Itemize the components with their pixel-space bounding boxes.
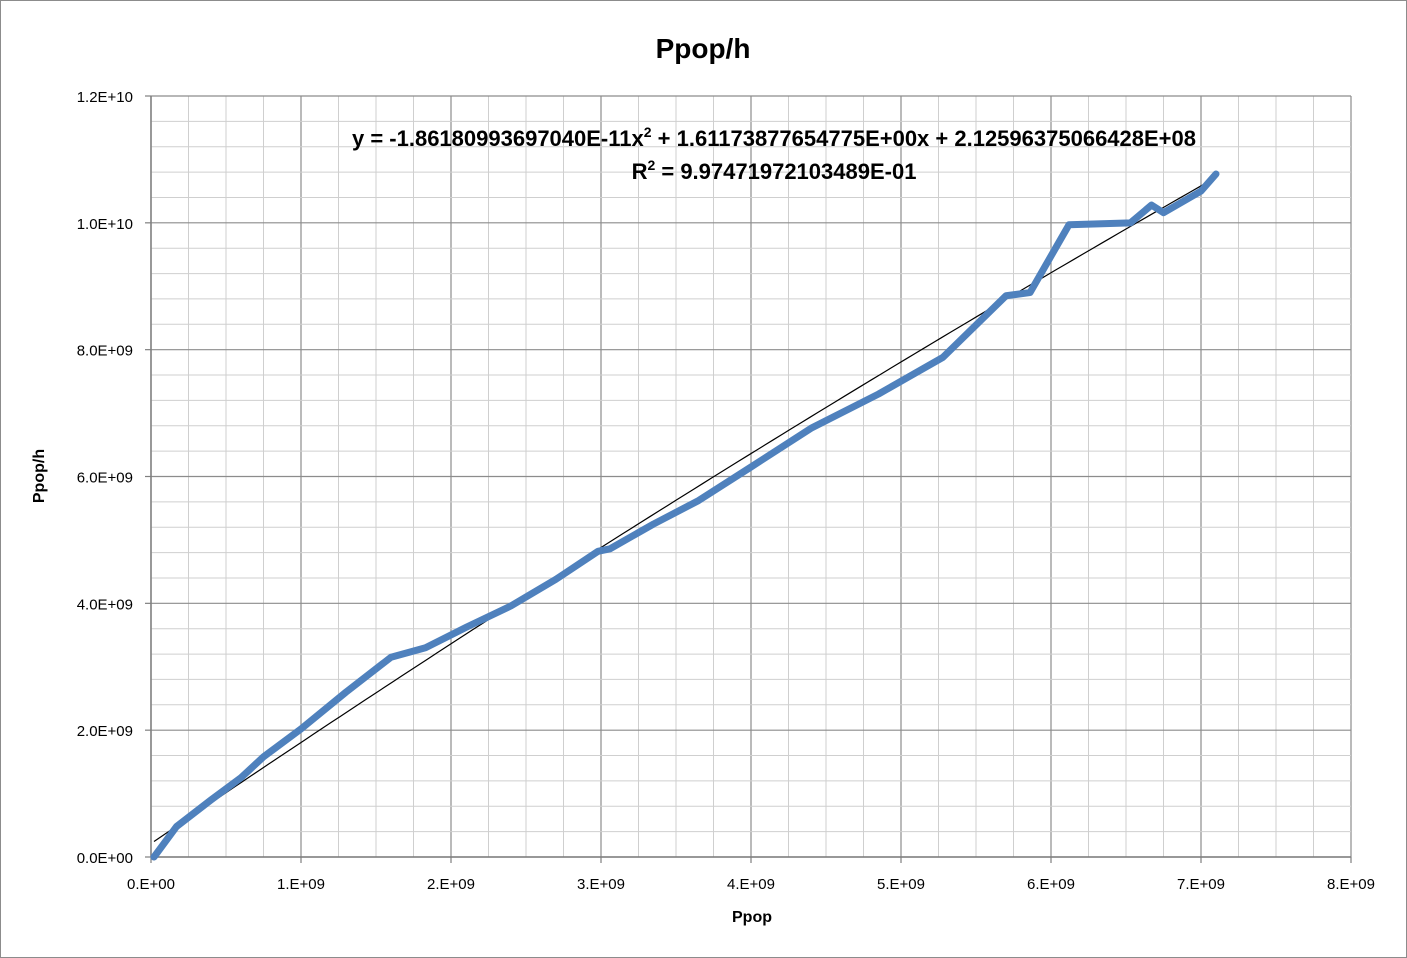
- y-tick-label: 2.0E+09: [77, 723, 133, 740]
- r2-suffix: = 9.97471972103489E-01: [655, 159, 916, 184]
- axes: [145, 95, 1352, 863]
- x-tick-label: 6.E+09: [1027, 876, 1075, 893]
- y-tick-label: 1.0E+10: [77, 216, 133, 233]
- tick-labels: 0.E+00 1.E+09 2.E+09 3.E+09 4.E+09 5.E+09 6.E+…: [77, 89, 1375, 893]
- equation-sup: 2: [644, 124, 652, 140]
- equation-suffix: + 1.61173877654775E+00x + 2.125963750664…: [652, 126, 1196, 151]
- trendline-equation: y = -1.86180993697040E-11x2 + 1.61173877…: [352, 124, 1196, 151]
- y-tick-label: 6.0E+09: [77, 470, 133, 487]
- x-tick-label: 7.E+09: [1177, 876, 1225, 893]
- x-tick-label: 2.E+09: [427, 876, 475, 893]
- series-line: [150, 170, 1220, 861]
- r-squared: R2 = 9.97471972103489E-01: [632, 157, 917, 184]
- y-tick-label: 1.2E+10: [77, 89, 133, 106]
- x-axis-label: Ppop: [732, 909, 772, 926]
- x-tick-label: 5.E+09: [877, 876, 925, 893]
- r2-prefix: R: [632, 159, 648, 184]
- x-tick-label: 1.E+09: [277, 876, 325, 893]
- x-tick-label: 0.E+00: [127, 876, 175, 893]
- x-tick-label: 4.E+09: [727, 876, 775, 893]
- y-tick-label: 0.0E+00: [77, 850, 133, 867]
- r2-sup: 2: [647, 157, 655, 173]
- x-tick-label: 8.E+09: [1327, 876, 1375, 893]
- y-tick-label: 8.0E+09: [77, 343, 133, 360]
- y-axis-label: Ppop/h: [31, 449, 48, 503]
- y-tick-label: 4.0E+09: [77, 596, 133, 613]
- equation-prefix: y = -1.86180993697040E-11x: [352, 126, 645, 151]
- x-tick-label: 3.E+09: [577, 876, 625, 893]
- chart-title: Ppop/h: [656, 33, 751, 64]
